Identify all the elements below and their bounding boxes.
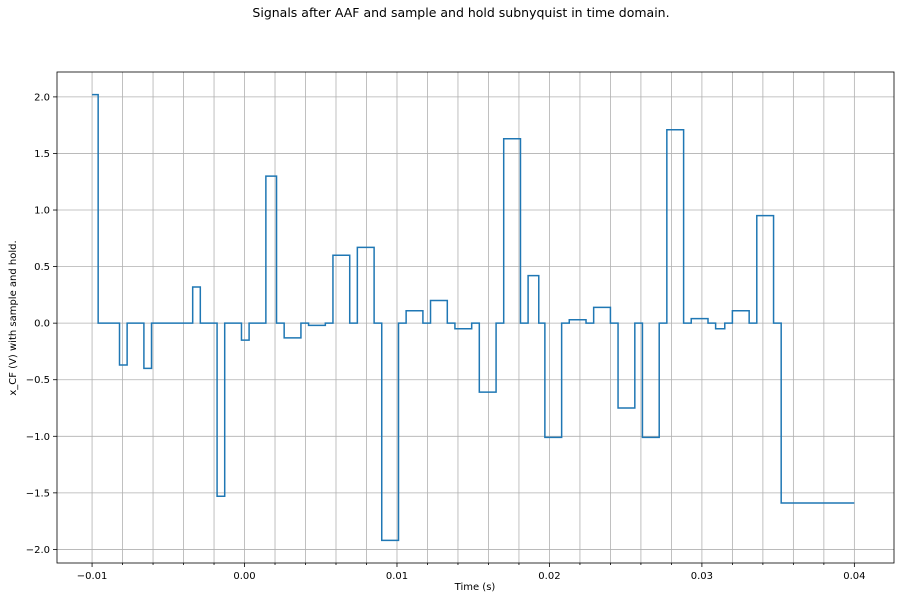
y-axis-label: x_CF (V) with sample and hold. [8,240,19,395]
y-tick-label: −2.0 [26,545,50,556]
x-tick-label: 0.01 [386,571,408,582]
y-tick-label: 0.5 [34,262,50,273]
signal-step-line [92,93,855,542]
y-tick-label: 1.5 [34,149,50,160]
y-tick-label: 1.0 [34,206,50,217]
y-tick-label: −1.0 [26,432,50,443]
x-tick-label: 0.00 [233,571,255,582]
y-tick-label: −0.5 [26,375,50,386]
plot-frame [56,71,895,564]
x-tick-label: 0.03 [691,571,713,582]
y-tick-label: −1.5 [26,488,50,499]
chart-title: Signals after AAF and sample and hold su… [252,5,669,20]
y-tick-label: 2.0 [34,92,50,103]
y-tick-label: 0.0 [34,319,50,330]
x-tick-label: −0.01 [77,571,108,582]
grid-lines [57,72,894,563]
x-tick-label: 0.04 [843,571,865,582]
x-tick-label: 0.02 [538,571,560,582]
series-layer [92,93,855,542]
axis-ticks: −0.01 0.00 0.01 0.02 0.03 0.04 −2.0 −1.5 −1.0 −0.… [26,92,866,582]
x-axis-label: Time (s) [454,582,496,593]
